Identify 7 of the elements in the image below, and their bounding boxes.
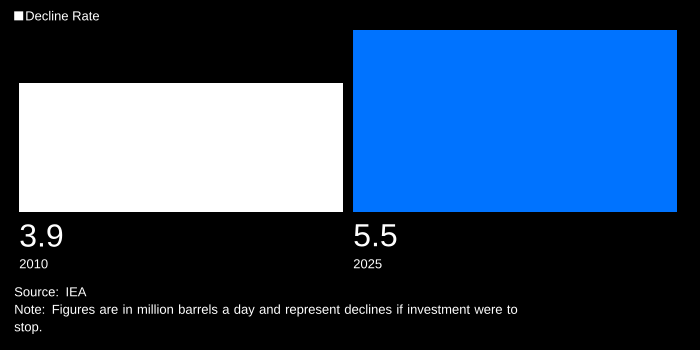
x-tick-label: 2025	[354, 259, 382, 268]
legend-label: Decline Rate	[26, 10, 100, 20]
data-label: 3.9	[20, 224, 62, 247]
data-label: 5.5	[354, 224, 396, 247]
text: Note: Figures are in million barrels a day and represent declines if investment were to stop.	[14, 304, 518, 334]
x-tick-label: 2010	[20, 259, 48, 268]
source-note: Source: IEA	[14, 287, 86, 296]
